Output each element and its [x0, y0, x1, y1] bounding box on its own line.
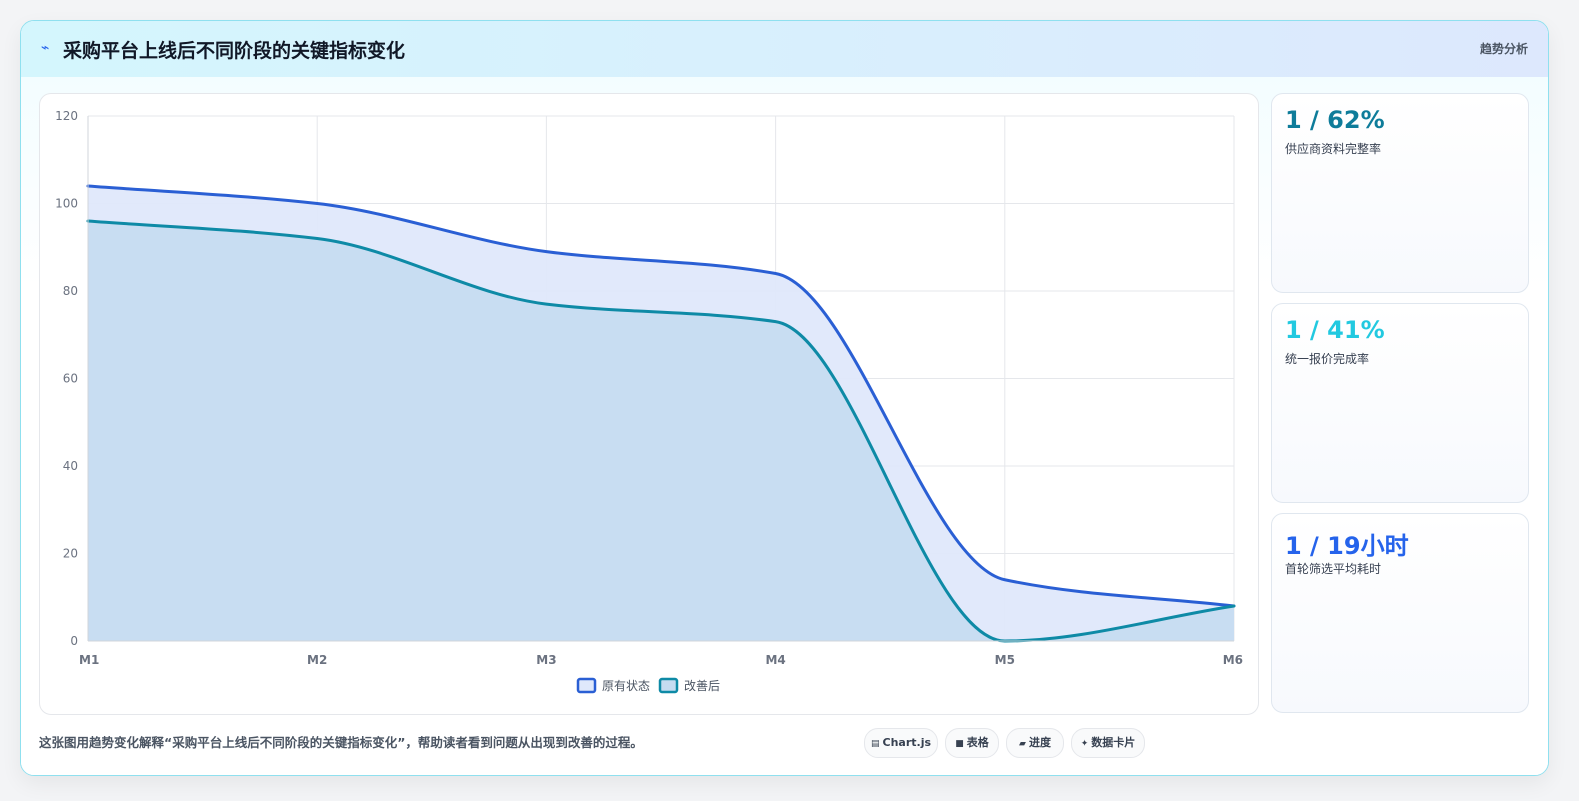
- legend-swatch: [658, 677, 679, 694]
- area-chart: 0 20 40 60 80 100 120 M1 M2 M3 M4 M5 M6 原有状态 改善后: [55, 109, 1243, 694]
- y-tick-label: 60: [63, 372, 78, 386]
- chart-panel: 0 20 40 60 80 100 120 M1 M2 M3 M4 M5 M6 原有状态 改善后: [39, 93, 1259, 715]
- card-header: ⌁ 采购平台上线后不同阶段的关键指标变化 趋势分析: [21, 21, 1548, 77]
- x-tick-label: M2: [307, 653, 327, 667]
- x-tick-label: M1: [79, 653, 99, 667]
- chip-chartjs[interactable]: ▤ Chart.js: [864, 728, 938, 758]
- card-body: 0 20 40 60 80 100 120 M1 M2 M3 M4 M5 M6 原有状态 改善后 1 / 6…: [21, 77, 1548, 775]
- stat-value: 1 / 41%: [1285, 316, 1385, 344]
- legend-label: 改善后: [684, 678, 720, 693]
- chart-description: 这张图用趋势变化解释“采购平台上线后不同阶段的关键指标变化”，帮助读者看到问题从…: [39, 735, 643, 750]
- lightning-icon: ⌁: [41, 40, 50, 56]
- stat-value: 1 / 62%: [1285, 106, 1385, 134]
- series-line-0: [86, 184, 1236, 608]
- progress-icon: ▰: [1019, 739, 1026, 749]
- y-tick-label: 0: [70, 634, 78, 648]
- table-icon: ■: [955, 739, 964, 749]
- stat-card-supplier: 1 / 62% 供应商资料完整率: [1271, 93, 1529, 293]
- legend-swatch: [576, 677, 597, 694]
- stat-label: 首轮筛选平均耗时: [1285, 562, 1382, 576]
- stat-card-screening: 1 / 19小时 首轮筛选平均耗时: [1271, 513, 1529, 713]
- card-icon: ✦: [1080, 739, 1089, 749]
- stat-value: 1 / 19小时: [1285, 532, 1409, 560]
- page-title: 采购平台上线后不同阶段的关键指标变化: [63, 40, 406, 62]
- stat-label: 供应商资料完整率: [1285, 142, 1382, 156]
- stat-label: 统一报价完成率: [1285, 352, 1370, 366]
- stat-card-quote: 1 / 41% 统一报价完成率: [1271, 303, 1529, 503]
- chip-label: 表格: [966, 736, 989, 749]
- y-tick-label: 120: [55, 109, 78, 123]
- x-tick-label: M4: [765, 653, 785, 667]
- x-tick-label: M6: [1223, 653, 1243, 667]
- chip-table[interactable]: ■ 表格: [945, 728, 999, 758]
- dashboard-card: ⌁ 采购平台上线后不同阶段的关键指标变化 趋势分析 0 20 40 60 80 100 12…: [20, 20, 1549, 776]
- y-tick-label: 40: [63, 459, 78, 473]
- legend-label: 原有状态: [602, 679, 650, 693]
- chip-progress[interactable]: ▰ 进度: [1006, 728, 1064, 758]
- series-area-1: [88, 221, 1234, 641]
- x-tick-label: M3: [536, 653, 556, 667]
- y-tick-label: 80: [63, 284, 78, 298]
- chip-label: 数据卡片: [1091, 736, 1136, 749]
- x-tick-label: M5: [995, 653, 1015, 667]
- header-tag: 趋势分析: [1479, 42, 1528, 56]
- y-tick-label: 100: [55, 197, 78, 211]
- chip-label: Chart.js: [882, 736, 932, 749]
- chart-icon: ▤: [870, 739, 880, 749]
- y-tick-label: 20: [63, 547, 78, 561]
- chip-data-card[interactable]: ✦ 数据卡片: [1071, 728, 1145, 758]
- chip-label: 进度: [1028, 736, 1051, 749]
